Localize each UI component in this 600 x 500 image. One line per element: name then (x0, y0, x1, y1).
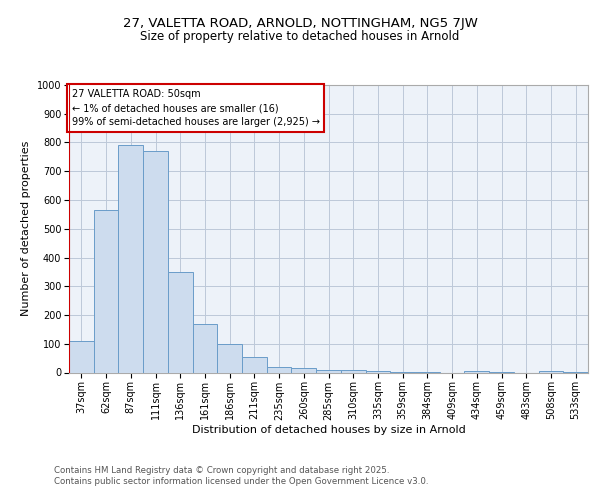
Bar (464, 371, 489, 372)
Bar (539, 371, 563, 372)
X-axis label: Distribution of detached houses by size in Arnold: Distribution of detached houses by size … (191, 425, 466, 435)
Text: 27, VALETTA ROAD, ARNOLD, NOTTINGHAM, NG5 7JW: 27, VALETTA ROAD, ARNOLD, NOTTINGHAM, NG… (122, 18, 478, 30)
Text: 27 VALETTA ROAD: 50sqm
← 1% of detached houses are smaller (16)
99% of semi-deta: 27 VALETTA ROAD: 50sqm ← 1% of detached … (71, 90, 320, 128)
Text: Size of property relative to detached houses in Arnold: Size of property relative to detached ho… (140, 30, 460, 43)
Bar (168, 272, 193, 372)
Bar (242, 356, 267, 372)
Text: Contains public sector information licensed under the Open Government Licence v3: Contains public sector information licen… (54, 478, 428, 486)
Bar (292, 368, 316, 372)
Bar (267, 368, 292, 372)
Bar (118, 146, 143, 372)
Bar (69, 341, 94, 372)
Y-axis label: Number of detached properties: Number of detached properties (22, 141, 31, 316)
Bar (341, 370, 365, 372)
Bar (94, 210, 118, 372)
Bar (365, 371, 390, 372)
Bar (193, 324, 217, 372)
Bar (143, 151, 168, 372)
Text: Contains HM Land Registry data © Crown copyright and database right 2025.: Contains HM Land Registry data © Crown c… (54, 466, 389, 475)
Bar (316, 370, 341, 372)
Bar (217, 344, 242, 372)
